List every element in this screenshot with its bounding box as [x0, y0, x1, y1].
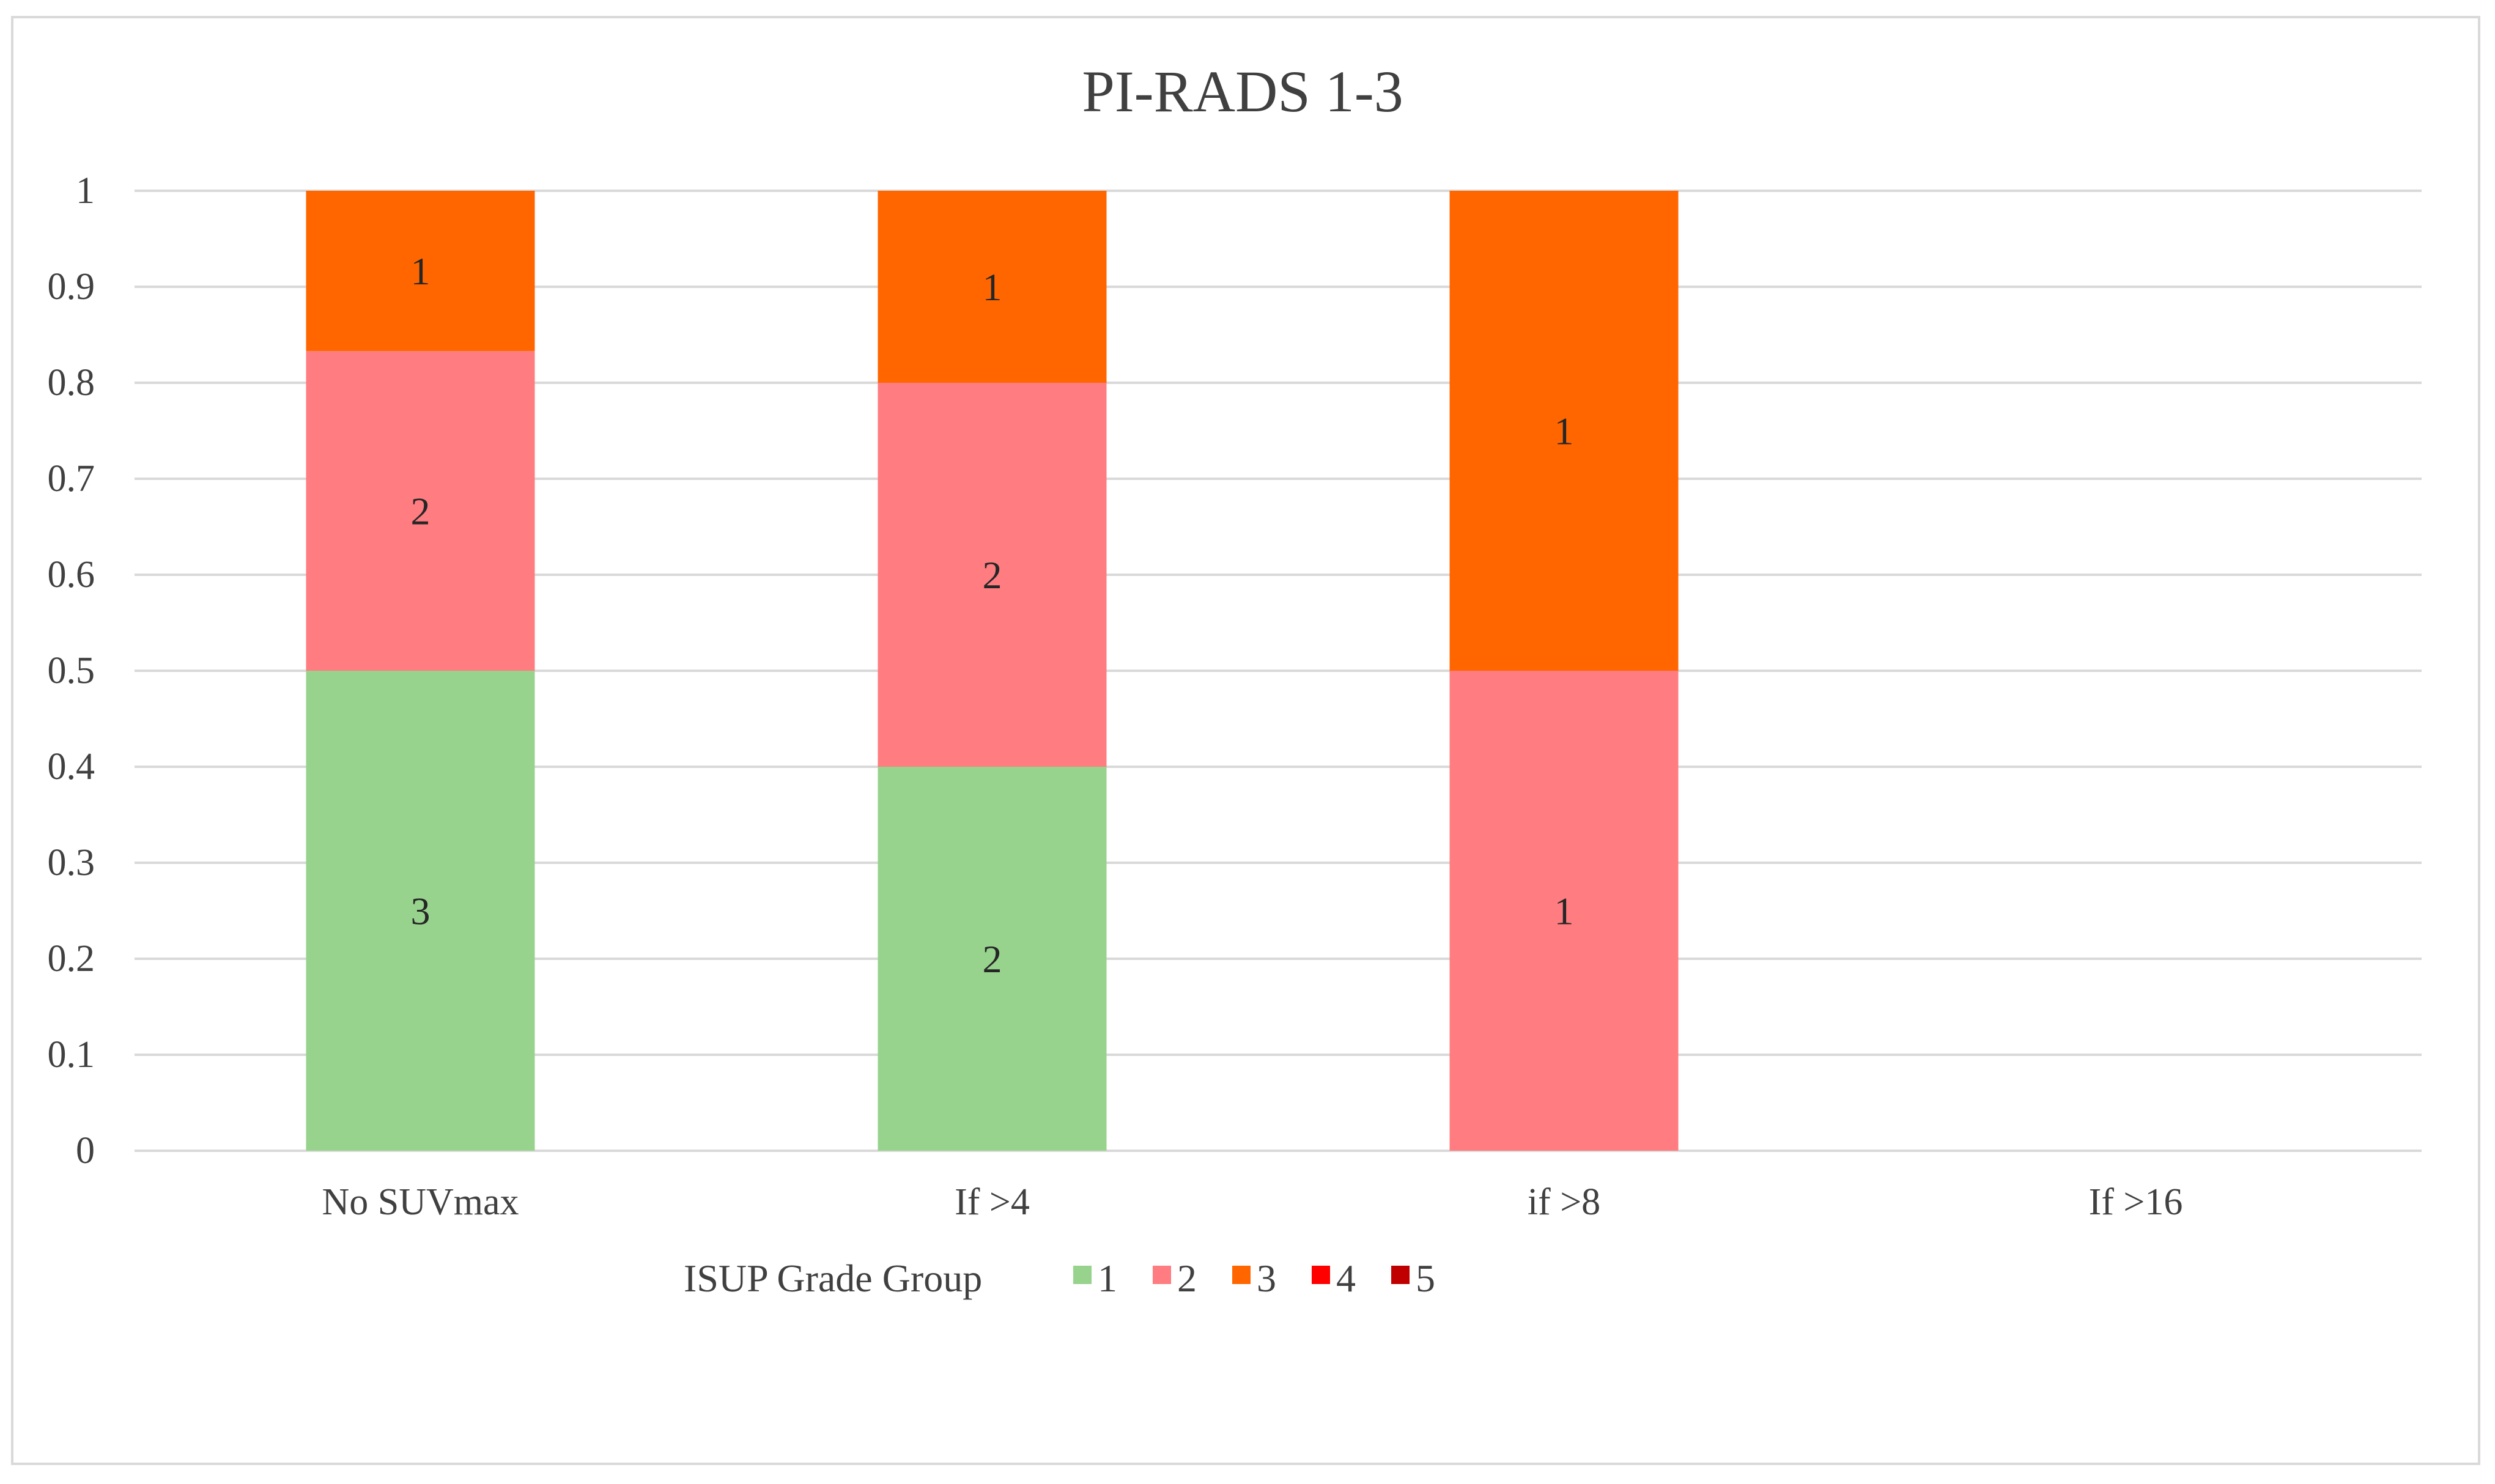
bar-segment — [306, 671, 535, 1151]
x-tick-label: if >8 — [1528, 1181, 1600, 1223]
y-tick-label: 0.9 — [48, 266, 95, 308]
bar-segment — [1449, 191, 1679, 671]
data-label: 2 — [983, 553, 1002, 597]
x-axis: No SUVmax If >4 if >8 If >16 — [322, 1181, 2183, 1223]
y-tick-label: 0.3 — [48, 842, 95, 884]
bar-segment — [1449, 671, 1679, 1151]
y-tick-label: 0.5 — [48, 650, 95, 692]
legend-swatch — [1232, 1266, 1251, 1284]
bar-segment — [878, 383, 1107, 767]
data-label: 2 — [411, 490, 431, 533]
legend-swatch — [1153, 1266, 1171, 1284]
data-label: 1 — [983, 265, 1002, 309]
data-label: 1 — [411, 249, 431, 293]
y-tick-label: 0.2 — [48, 938, 95, 980]
x-tick-label: No SUVmax — [322, 1181, 519, 1223]
data-label: 2 — [983, 937, 1002, 981]
data-label: 1 — [1554, 410, 1574, 453]
legend-label: 3 — [1257, 1257, 1276, 1300]
bars: 3 2 1 2 2 1 1 1 — [306, 191, 1679, 1151]
legend: ISUP Grade Group 1 2 3 4 5 — [684, 1257, 1435, 1300]
bar-segment — [878, 767, 1107, 1151]
legend-label: 2 — [1177, 1257, 1197, 1300]
x-tick-label: If >16 — [2089, 1181, 2183, 1223]
data-label: 1 — [1554, 890, 1574, 933]
legend-label: 5 — [1416, 1257, 1435, 1300]
y-tick-label: 0.4 — [48, 746, 95, 788]
legend-title: ISUP Grade Group — [684, 1257, 982, 1300]
legend-swatch — [1312, 1266, 1330, 1284]
x-tick-label: If >4 — [955, 1181, 1030, 1223]
y-tick-label: 0.8 — [48, 362, 95, 404]
y-tick-label: 0 — [76, 1130, 95, 1172]
legend-label: 1 — [1098, 1257, 1117, 1300]
y-axis: 0 0.1 0.2 0.3 0.4 0.5 0.6 0.7 0.8 0.9 1 — [48, 170, 95, 1172]
y-tick-label: 1 — [76, 170, 95, 212]
bar-segment — [306, 191, 535, 352]
y-tick-label: 0.7 — [48, 458, 95, 500]
chart-title: PI-RADS 1-3 — [1082, 59, 1403, 124]
legend-label: 4 — [1336, 1257, 1356, 1300]
y-tick-label: 0.1 — [48, 1034, 95, 1076]
y-tick-label: 0.6 — [48, 554, 95, 596]
bar-segment — [878, 191, 1107, 383]
legend-swatch — [1391, 1266, 1410, 1284]
bar-segment — [306, 351, 535, 671]
legend-swatch — [1073, 1266, 1092, 1284]
data-label: 3 — [411, 890, 431, 933]
